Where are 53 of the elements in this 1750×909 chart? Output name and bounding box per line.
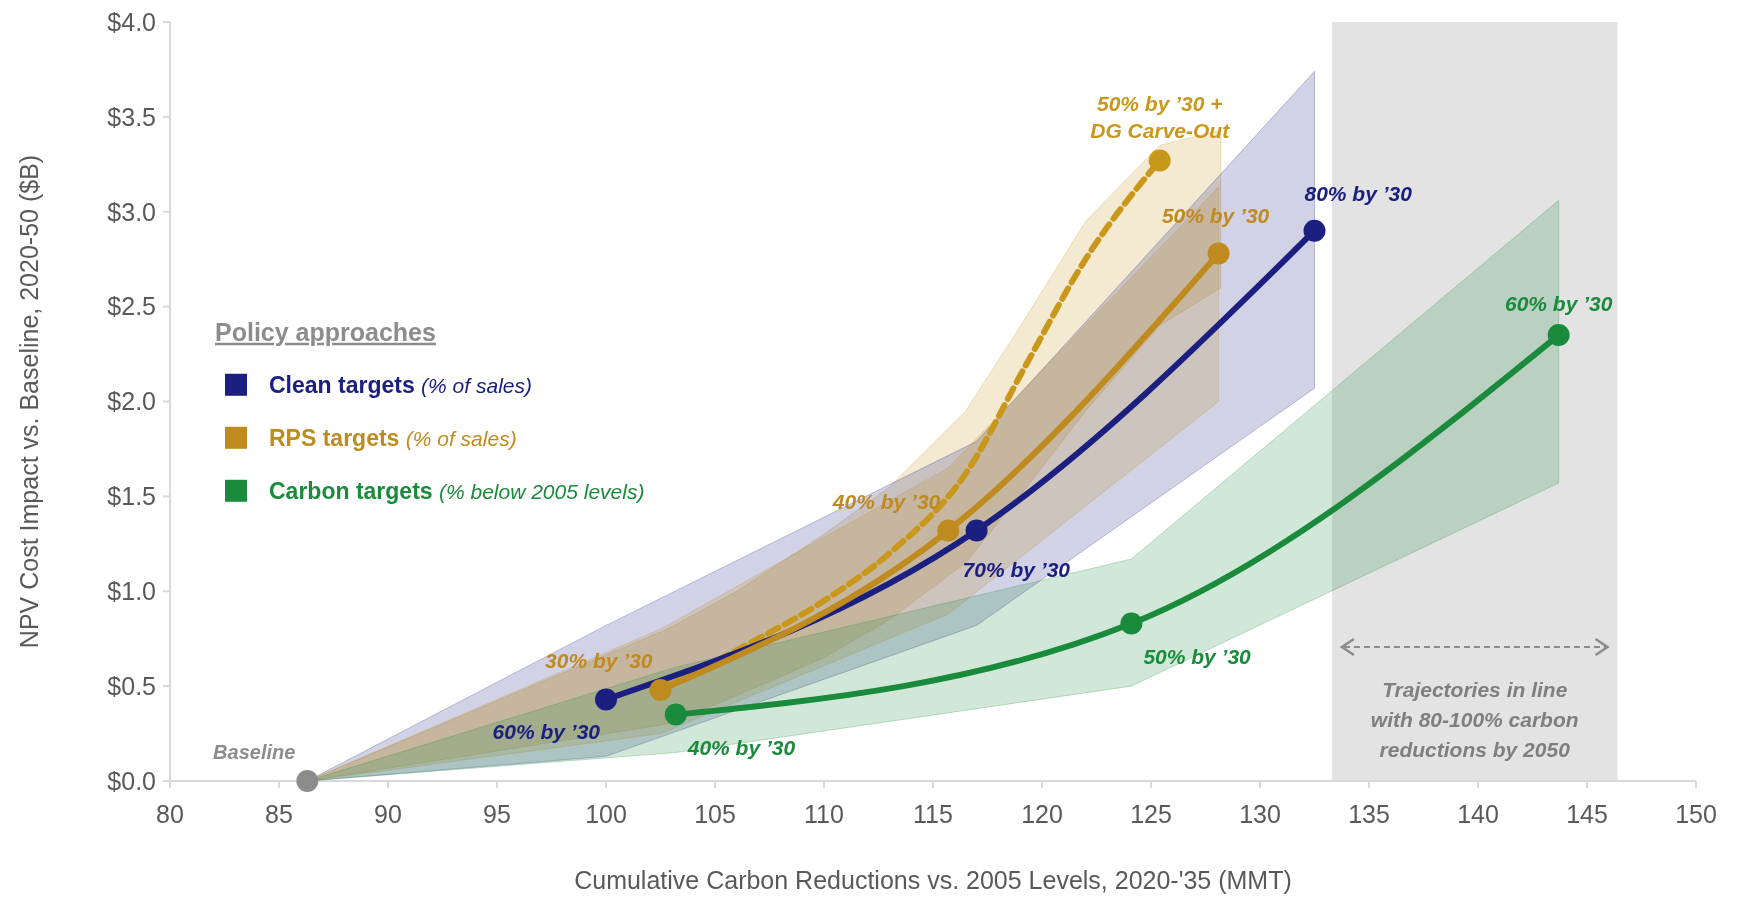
annotation: 30% by ’30	[545, 648, 653, 672]
x-tick-label: 120	[1021, 800, 1063, 828]
point	[937, 519, 960, 542]
annotation: 50% by ’30 + DG Carve-Out	[1090, 91, 1231, 142]
annotation: 70% by ’30	[962, 557, 1071, 581]
legend-title: Policy approaches	[215, 317, 436, 346]
annotation: 50% by ’30	[1143, 644, 1252, 668]
x-tick-label: 115	[913, 800, 953, 828]
point	[1148, 149, 1171, 172]
annotation: 40% by ’30	[831, 489, 941, 513]
annotation: 80% by ’30	[1304, 181, 1413, 205]
point	[664, 703, 687, 726]
point	[296, 770, 319, 792]
y-tick-label: $1.5	[107, 482, 156, 511]
point	[595, 688, 617, 711]
y-tick-label: $1.0	[107, 577, 156, 605]
x-tick-label: 105	[694, 800, 736, 828]
y-tick-label: $3.5	[107, 102, 156, 131]
series-label: Baseline	[213, 741, 296, 763]
y-tick-label: $2.5	[107, 292, 156, 321]
x-tick-label: 85	[265, 800, 293, 828]
y-tick-label: $0.0	[107, 766, 156, 795]
x-tick-label: 90	[374, 800, 402, 828]
x-tick-label: 130	[1239, 800, 1281, 828]
annotation: 40% by ’30	[686, 735, 796, 759]
annotation: 60% by ’30	[1504, 292, 1613, 316]
y-tick-label: $4.0	[107, 7, 156, 36]
x-tick-label: 135	[1348, 800, 1390, 828]
x-tick-label: 100	[585, 800, 627, 828]
x-tick-label: 95	[483, 800, 511, 828]
band-label: Trajectories in line with 80-100% carbon reductions by 2050	[1370, 678, 1579, 761]
point	[1547, 324, 1570, 347]
point	[965, 519, 988, 542]
x-tick-label: 150	[1675, 800, 1717, 828]
x-tick-label: 80	[156, 800, 184, 828]
legend-label: Carbon targets (% below 2005 levels)	[269, 477, 645, 504]
legend-label: RPS targets (% of sales)	[269, 424, 517, 451]
annotation: 50% by ’30	[1161, 204, 1270, 228]
y-tick-label: $0.5	[107, 671, 156, 700]
x-tick-label: 145	[1566, 800, 1608, 828]
x-tick-label: 125	[1130, 800, 1172, 828]
y-axis-title: NPV Cost Impact vs. Baseline, 2020-50 ($B)	[15, 154, 43, 649]
y-tick-label: $3.0	[107, 197, 156, 226]
point	[1120, 612, 1143, 635]
point	[1207, 242, 1230, 265]
annotation: 60% by ’30	[492, 720, 601, 744]
x-axis-title: Cumulative Carbon Reductions vs. 2005 Levels, 2020-'35 (MMT)	[574, 866, 1292, 894]
x-tick-label: 110	[804, 800, 844, 828]
y-tick-label: $2.0	[107, 387, 156, 416]
point	[649, 678, 672, 701]
legend-label: Clean targets (% of sales)	[269, 371, 532, 398]
x-tick-label: 140	[1457, 800, 1499, 828]
point	[1303, 219, 1326, 242]
